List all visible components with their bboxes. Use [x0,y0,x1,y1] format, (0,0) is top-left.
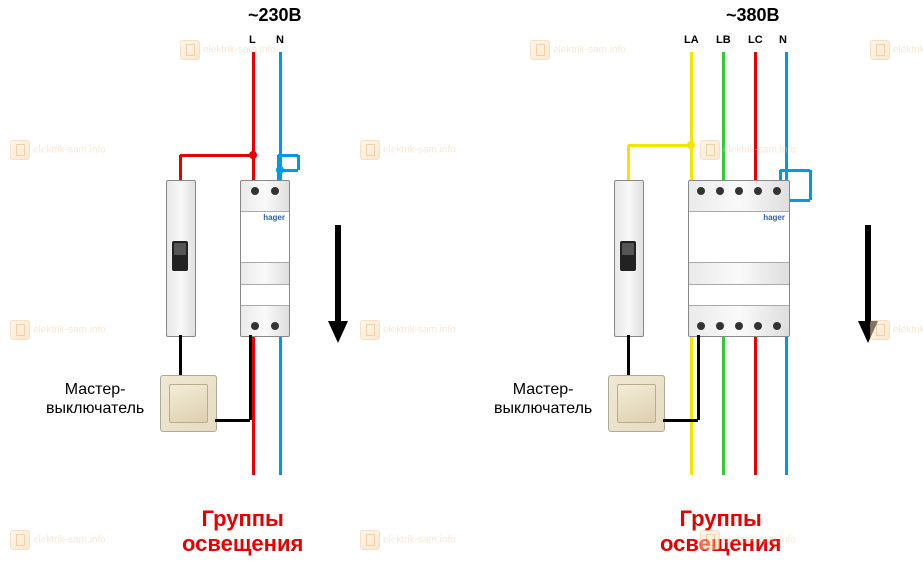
voltage-label-230: ~230В [248,5,302,26]
watermark: elektrik-sam.info [700,530,796,550]
wire-tag-LA: LA [684,34,699,46]
wire-N-coil-up [297,155,300,170]
brand-label: hager [263,213,285,222]
contactor-4module-right: hager [688,180,790,337]
watermark: elektrik-sam.info [10,140,106,160]
watermark: elektrik-sam.info [10,320,106,340]
circuit-breaker-1p-left [166,180,196,337]
watermark: elektrik-sam.info [180,40,276,60]
watermark: elektrik-sam.info [360,320,456,340]
wire-tag-LC: LC [748,34,763,46]
node-L-branch [249,151,257,159]
wire-L-branch-v [179,155,182,180]
watermark: elektrik-sam.info [870,40,923,60]
wire-N-coil-r-h2 [780,169,810,172]
brand-label-r: hager [763,213,785,222]
watermark: elektrik-sam.info [700,140,796,160]
watermark: elektrik-sam.info [530,40,626,60]
wire-L-branch-h [180,154,253,157]
master-switch-right[interactable] [608,375,665,432]
wire-sw-h2 [215,419,250,422]
wire-N-coil-r-v2 [779,170,782,180]
wire-sw-up [249,335,252,420]
group-label-left: Группыосвещения [182,506,303,557]
wire-tag-LB: LB [716,34,731,46]
wire-N-coil-r-v1 [809,170,812,200]
wire-sw-r-up [697,335,700,420]
watermark: elektrik-sam.info [360,530,456,550]
wire-tag-N: N [779,34,787,46]
wire-LA-branch-h [628,144,691,147]
master-switch-label-left: Мастер-выключатель [46,380,144,418]
watermark: elektrik-sam.info [10,530,106,550]
wire-tag-N: N [276,34,284,46]
wire-N-coil-h2 [278,154,298,157]
node-N-branch [276,166,284,174]
voltage-label-380: ~380В [726,5,780,26]
watermark: elektrik-sam.info [360,140,456,160]
wire-sw-r-h2 [663,419,698,422]
watermark: elektrik-sam.info [870,320,923,340]
contactor-2module-left: hager [240,180,290,337]
master-switch-left[interactable] [160,375,217,432]
wire-LA-branch-v [627,145,630,180]
circuit-breaker-1p-right [614,180,644,337]
node-LA [687,141,695,149]
arrow-down-left [320,225,356,348]
master-switch-label-right: Мастер-выключатель [494,380,592,418]
